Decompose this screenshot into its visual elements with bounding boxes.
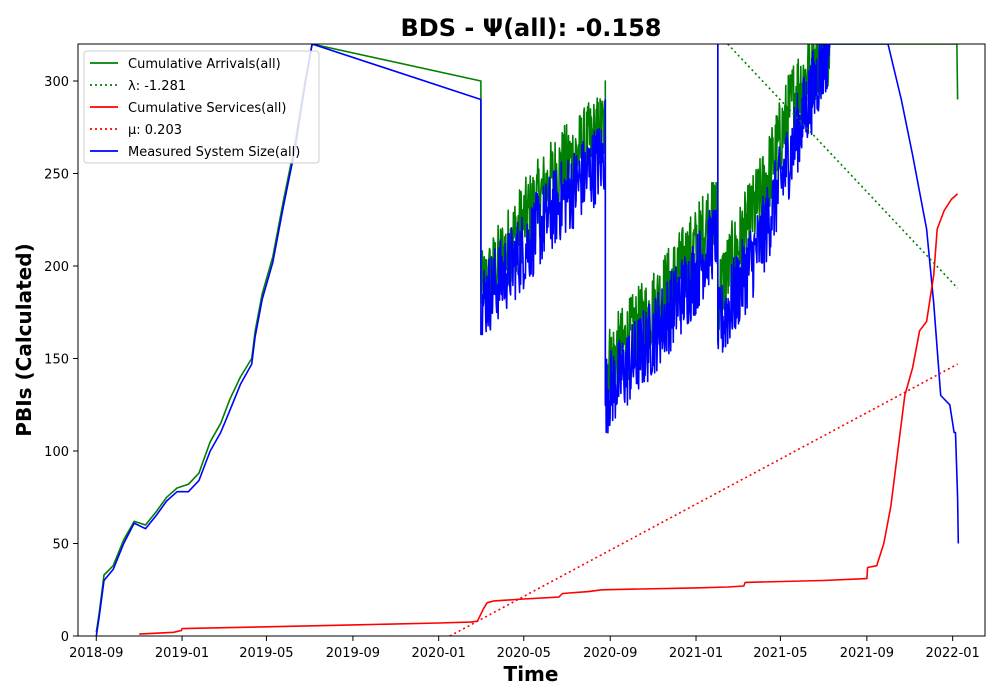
legend: Cumulative Arrivals(all) λ: -1.281 Cumulat… xyxy=(83,50,320,164)
y-tick-label: 200 xyxy=(44,260,69,275)
legend-label: Cumulative Services(all) xyxy=(128,101,286,116)
y-axis-label: PBIs (Calculated) xyxy=(12,243,36,436)
series-line-2 xyxy=(139,193,959,635)
series-line-3 xyxy=(727,44,959,289)
series-line-4 xyxy=(449,363,958,636)
legend-box xyxy=(83,50,320,164)
x-tick-label: 2019-09 xyxy=(326,646,380,661)
legend-label: Measured System Size(all) xyxy=(128,145,300,160)
x-tick-label: 2020-01 xyxy=(412,646,466,661)
y-tick-label: 100 xyxy=(44,445,69,460)
y-tick-label: 250 xyxy=(44,168,69,183)
plot-frame xyxy=(77,43,986,637)
legend-label: μ: 0.203 xyxy=(128,123,182,138)
y-axis: 0 50 100 150 200 250 300 xyxy=(44,75,78,645)
x-tick-label: 2020-05 xyxy=(497,646,551,661)
x-tick-label: 2021-05 xyxy=(753,646,807,661)
series-layer xyxy=(95,44,960,636)
chart-title: BDS - Ψ(all): -0.158 xyxy=(401,14,662,42)
y-tick-label: 50 xyxy=(52,538,69,553)
y-tick-label: 0 xyxy=(61,630,69,645)
y-tick-label: 150 xyxy=(44,353,69,368)
x-tick-label: 2022-01 xyxy=(925,646,979,661)
x-tick-label: 2019-05 xyxy=(239,646,293,661)
x-tick-label: 2021-01 xyxy=(669,646,723,661)
y-tick-label: 300 xyxy=(44,75,69,90)
x-tick-label: 2021-09 xyxy=(840,646,894,661)
x-axis-label: Time xyxy=(504,662,559,686)
x-tick-label: 2018-09 xyxy=(69,646,123,661)
x-axis: 2018-09 2019-01 2019-05 2019-09 2020-01 2020-… xyxy=(69,636,980,661)
x-tick-label: 2020-09 xyxy=(583,646,637,661)
legend-label: λ: -1.281 xyxy=(128,79,186,94)
legend-label: Cumulative Arrivals(all) xyxy=(128,57,281,72)
series-line-1 xyxy=(95,44,960,636)
x-tick-label: 2019-01 xyxy=(155,646,209,661)
